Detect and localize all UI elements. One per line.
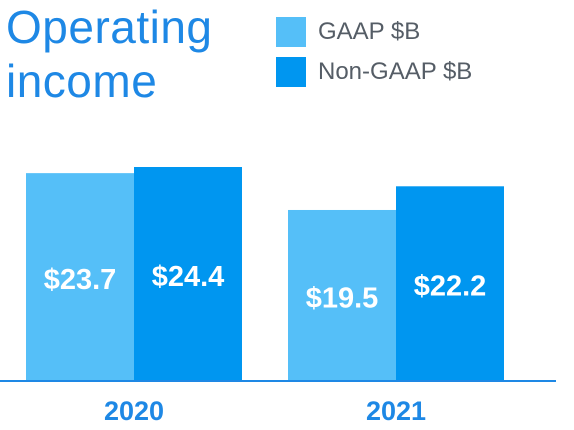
legend-swatch-non-gaap: [276, 57, 306, 87]
legend-label-gaap: GAAP $B: [318, 18, 421, 45]
x-tick-label-2020: 2020: [104, 396, 164, 426]
x-tick-label-2021: 2021: [366, 396, 426, 426]
data-label-non-gaap-2021: $22.2: [414, 271, 487, 303]
legend-item-non-gaap: Non-GAAP $B: [276, 52, 472, 92]
chart-legend: GAAP $B Non-GAAP $B: [276, 12, 472, 92]
chart-title-line-2: income: [6, 55, 158, 107]
data-label-non-gaap-2020: $24.4: [152, 261, 225, 293]
chart-title: Operating income: [6, 0, 213, 108]
data-label-gaap-2021: $19.5: [306, 282, 379, 314]
bar-gaap-2021: [288, 209, 396, 381]
data-label-gaap-2020: $23.7: [44, 264, 117, 296]
legend-item-gaap: GAAP $B: [276, 12, 472, 52]
bar-non-gaap-2020: [134, 167, 242, 381]
bar-gaap-2020: [26, 173, 134, 381]
chart-title-line-1: Operating: [6, 1, 213, 53]
legend-swatch-gaap: [276, 17, 306, 47]
legend-label-non-gaap: Non-GAAP $B: [318, 58, 473, 85]
bar-non-gaap-2021: [396, 186, 504, 381]
